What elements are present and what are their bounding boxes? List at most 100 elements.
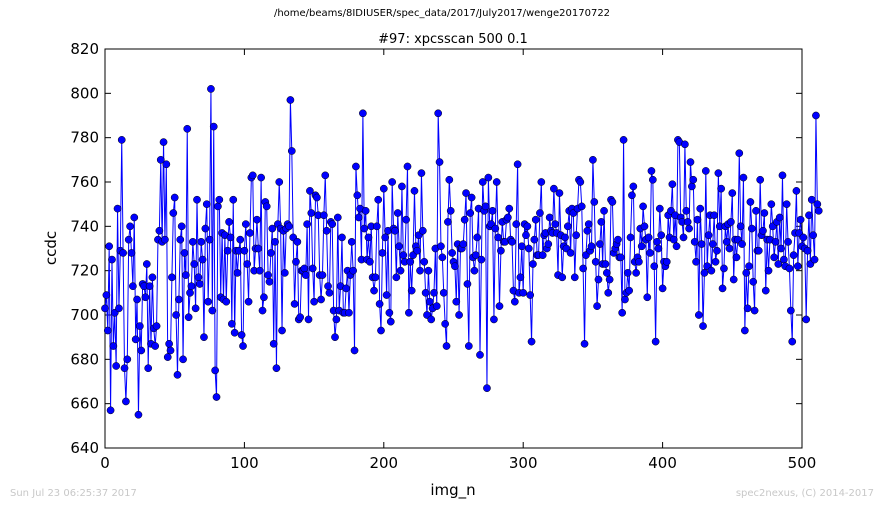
data-point xyxy=(262,202,271,211)
data-point xyxy=(177,222,186,231)
data-point xyxy=(686,158,695,166)
data-point xyxy=(124,235,133,244)
data-point xyxy=(304,315,313,324)
data-point xyxy=(732,253,741,262)
data-point xyxy=(152,322,161,330)
data-point xyxy=(596,240,604,248)
data-point xyxy=(117,136,126,144)
data-point xyxy=(230,328,239,337)
data-point xyxy=(115,304,123,313)
data-point xyxy=(770,253,778,262)
data-point xyxy=(229,195,238,204)
data-point xyxy=(148,273,157,282)
data-point xyxy=(285,222,293,231)
data-point xyxy=(129,282,137,291)
data-point xyxy=(614,235,622,244)
data-point xyxy=(214,202,222,211)
data-point xyxy=(597,218,606,226)
data-point xyxy=(102,291,111,299)
data-point xyxy=(179,355,187,364)
data-point xyxy=(444,218,452,226)
data-point xyxy=(437,242,445,251)
data-point xyxy=(180,249,189,257)
data-point xyxy=(529,260,537,268)
data-point xyxy=(240,246,249,255)
plot-frame xyxy=(104,48,803,449)
data-point xyxy=(130,213,139,222)
data-point xyxy=(516,273,525,282)
data-point xyxy=(653,238,661,246)
data-point xyxy=(512,220,521,228)
data-point xyxy=(784,238,792,246)
data-point xyxy=(803,246,812,255)
data-point xyxy=(558,273,567,282)
data-point xyxy=(593,302,601,310)
data-point xyxy=(658,284,667,293)
data-point xyxy=(194,273,203,282)
data-point xyxy=(669,235,678,244)
data-point xyxy=(441,320,449,328)
data-point xyxy=(466,209,475,217)
data-point xyxy=(168,273,176,282)
data-point xyxy=(338,233,346,242)
data-point xyxy=(391,226,399,235)
data-point xyxy=(119,249,127,257)
chart-title: #97: xpcsscan 500 0.1 xyxy=(378,32,528,47)
data-point xyxy=(662,257,671,266)
data-point xyxy=(377,326,385,335)
data-point xyxy=(697,240,706,248)
data-point xyxy=(741,326,749,335)
data-point xyxy=(775,213,784,222)
data-point xyxy=(375,300,384,308)
data-point xyxy=(646,249,654,257)
data-point xyxy=(640,222,649,231)
data-point xyxy=(442,342,451,350)
data-point xyxy=(717,184,726,193)
data-point xyxy=(580,339,589,348)
data-point xyxy=(694,311,703,319)
data-point xyxy=(269,339,278,348)
y-axis-label: ccdc xyxy=(42,231,60,265)
data-point xyxy=(587,242,596,251)
data-point xyxy=(476,351,484,359)
data-point xyxy=(438,253,447,262)
data-point xyxy=(306,187,314,195)
data-point xyxy=(494,233,502,242)
data-point xyxy=(205,235,214,244)
data-point xyxy=(510,297,519,306)
data-point xyxy=(301,271,310,279)
data-point xyxy=(280,269,289,277)
data-point xyxy=(133,295,141,304)
data-point xyxy=(352,162,360,171)
data-point xyxy=(701,167,710,175)
data-point xyxy=(406,257,415,266)
data-point xyxy=(382,291,391,299)
data-point xyxy=(162,160,171,169)
data-point xyxy=(418,226,427,235)
y-tick-label: 700 xyxy=(70,306,99,324)
data-point xyxy=(761,286,770,295)
data-point xyxy=(651,337,660,346)
data-point xyxy=(460,215,469,224)
data-point xyxy=(328,220,337,228)
data-point xyxy=(602,269,611,277)
data-point xyxy=(364,233,373,242)
data-point xyxy=(683,218,692,226)
data-point xyxy=(246,229,254,237)
data-point xyxy=(325,288,334,297)
data-point xyxy=(170,193,179,202)
data-point xyxy=(605,275,614,284)
data-point xyxy=(258,306,267,315)
data-point xyxy=(637,242,646,251)
data-point xyxy=(742,269,751,277)
data-point xyxy=(308,264,317,273)
y-tick-label: 660 xyxy=(70,395,99,413)
data-point xyxy=(324,282,332,291)
data-point xyxy=(576,178,585,186)
data-point xyxy=(175,295,183,304)
data-point xyxy=(109,342,118,350)
data-point xyxy=(272,364,281,373)
data-point xyxy=(209,122,218,131)
data-point xyxy=(253,215,261,224)
x-tick-label: 200 xyxy=(369,454,398,472)
